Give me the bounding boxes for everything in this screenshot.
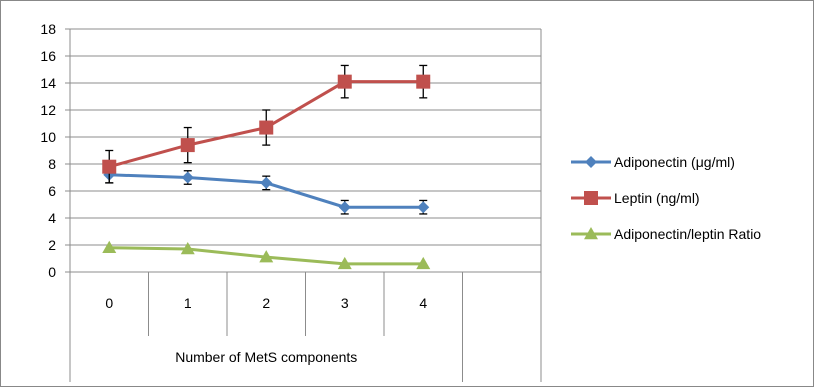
data-point [102, 159, 117, 174]
y-tick-label: 2 [48, 237, 56, 253]
legend-item-2: Adiponectin/leptin Ratio [571, 226, 761, 242]
y-tick-label: 12 [40, 102, 56, 118]
y-tick-label: 6 [48, 183, 56, 199]
y-tick-label: 4 [48, 210, 56, 226]
y-tick-label: 10 [40, 129, 56, 145]
x-axis-title: Number of MetS components [175, 349, 357, 365]
legend-item-1: Leptin (ng/ml) [571, 190, 700, 206]
data-point [259, 120, 274, 135]
legend-label: Adiponectin/leptin Ratio [614, 226, 761, 242]
x-tick-label: 2 [262, 295, 270, 311]
y-tick-label: 16 [40, 48, 56, 64]
legend-label: Adiponectin (μg/ml) [614, 154, 735, 170]
data-point [416, 256, 431, 270]
series-layer [102, 64, 431, 270]
y-tick-label: 8 [48, 156, 56, 172]
x-tick-label: 3 [341, 295, 349, 311]
x-tick-label: 4 [419, 295, 427, 311]
legend-label: Leptin (ng/ml) [614, 190, 700, 206]
y-tick-label: 18 [40, 21, 56, 37]
data-point [338, 201, 351, 214]
data-point [260, 176, 273, 189]
legend-marker [584, 191, 598, 205]
series-2 [102, 240, 431, 270]
legend-layer: Adiponectin (μg/ml) Leptin (ng/ml) Adipone… [571, 154, 761, 242]
legend-marker [585, 156, 597, 168]
data-point [181, 171, 194, 184]
data-point [417, 201, 430, 214]
data-point [102, 240, 117, 253]
series-1 [102, 64, 431, 184]
y-tick-label: 14 [40, 75, 56, 91]
data-point [337, 256, 352, 270]
legend-item-0: Adiponectin (μg/ml) [571, 154, 735, 170]
data-point [416, 74, 431, 89]
data-point [180, 242, 195, 255]
data-point [180, 138, 195, 153]
y-tick-label: 0 [48, 264, 56, 280]
legend-marker [584, 227, 598, 240]
x-tick-label: 1 [184, 295, 192, 311]
x-tick-label: 0 [105, 295, 113, 311]
data-point [259, 250, 274, 263]
data-point [337, 74, 352, 89]
